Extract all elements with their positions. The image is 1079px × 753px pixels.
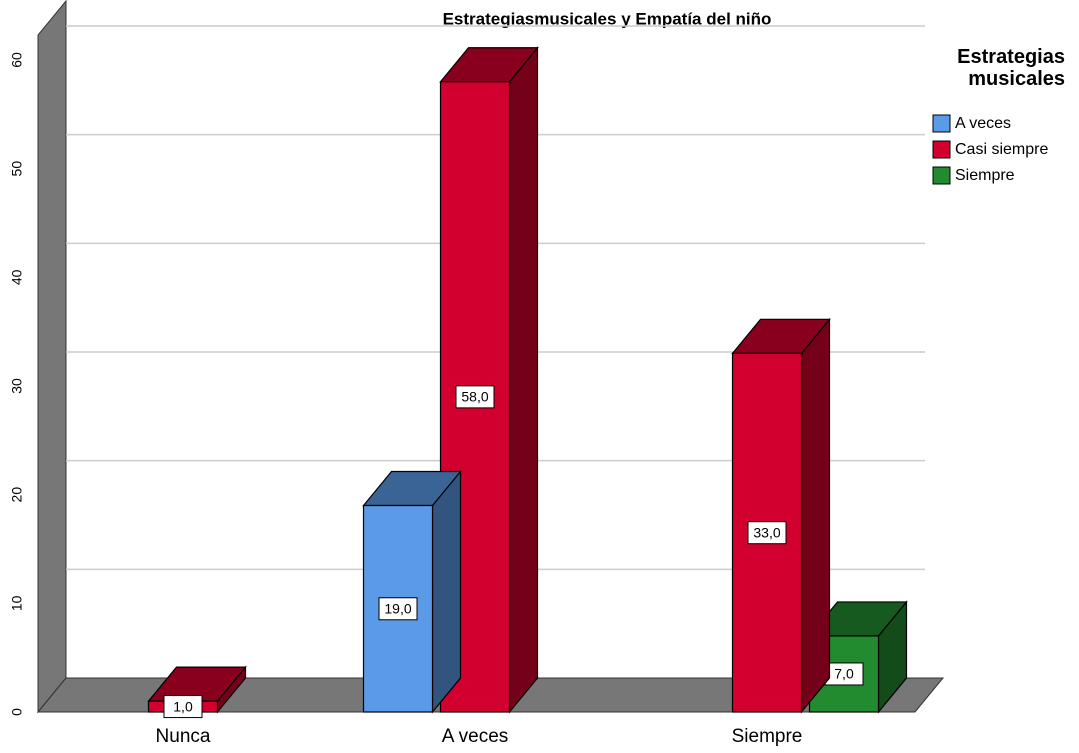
value-label: 7,0 (834, 666, 854, 682)
value-label: 1,0 (173, 698, 193, 714)
legend-swatch (932, 140, 951, 159)
legend-swatch (932, 166, 951, 185)
y-tick-label: 0 (9, 708, 25, 716)
y-tick-label: 60 (9, 52, 25, 68)
y-tick-label: 10 (9, 595, 25, 611)
legend-label: A veces (955, 115, 1011, 132)
y-tick-label: 50 (9, 161, 25, 177)
value-label-box (378, 597, 418, 621)
back-wall-left (37, 0, 67, 714)
y-tick-label: 30 (9, 378, 25, 394)
bar-side (800, 317, 831, 714)
value-label-box (455, 385, 495, 409)
legend-label: Casi siempre (955, 141, 1048, 158)
value-label: 33,0 (753, 524, 780, 540)
x-tick-label: A veces (442, 726, 509, 747)
legend-title: Estrategias musicales (957, 46, 1065, 90)
y-tick-label: 40 (9, 269, 25, 285)
bar-side (431, 469, 462, 714)
bar (362, 469, 462, 714)
x-tick-label: Nunca (156, 726, 211, 747)
value-label-box (747, 521, 787, 545)
value-label-box (163, 695, 203, 719)
bar (731, 317, 831, 714)
chart-title: Estrategiasmusicales y Empatía del niño (443, 9, 772, 28)
legend-label: Siempre (955, 167, 1015, 184)
x-tick-label: Siempre (732, 726, 803, 747)
legend-swatch (932, 114, 951, 133)
value-label: 58,0 (461, 389, 488, 405)
bar-side (508, 46, 539, 714)
value-label: 19,0 (384, 600, 411, 616)
y-tick-label: 20 (9, 487, 25, 503)
